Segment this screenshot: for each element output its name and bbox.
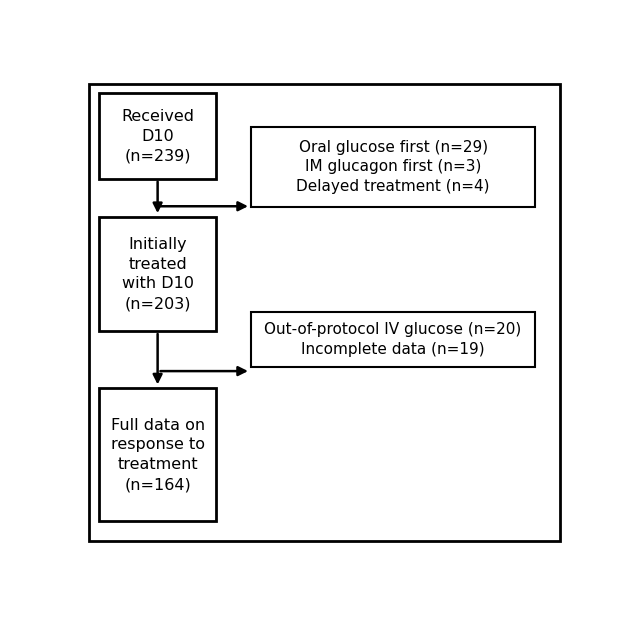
Bar: [251, 127, 536, 208]
Text: Initially
treated
with D10
(n=203): Initially treated with D10 (n=203): [122, 237, 194, 311]
Bar: [99, 93, 216, 179]
Text: Oral glucose first (n=29)
IM glucagon first (n=3)
Delayed treatment (n=4): Oral glucose first (n=29) IM glucagon fi…: [296, 140, 490, 194]
Bar: [251, 312, 536, 367]
Bar: [99, 217, 216, 331]
Text: Full data on
response to
treatment
(n=164): Full data on response to treatment (n=16…: [111, 418, 204, 492]
Text: Out-of-protocol IV glucose (n=20)
Incomplete data (n=19): Out-of-protocol IV glucose (n=20) Incomp…: [265, 322, 522, 357]
Bar: [99, 388, 216, 522]
Text: Received
D10
(n=239): Received D10 (n=239): [121, 109, 194, 163]
